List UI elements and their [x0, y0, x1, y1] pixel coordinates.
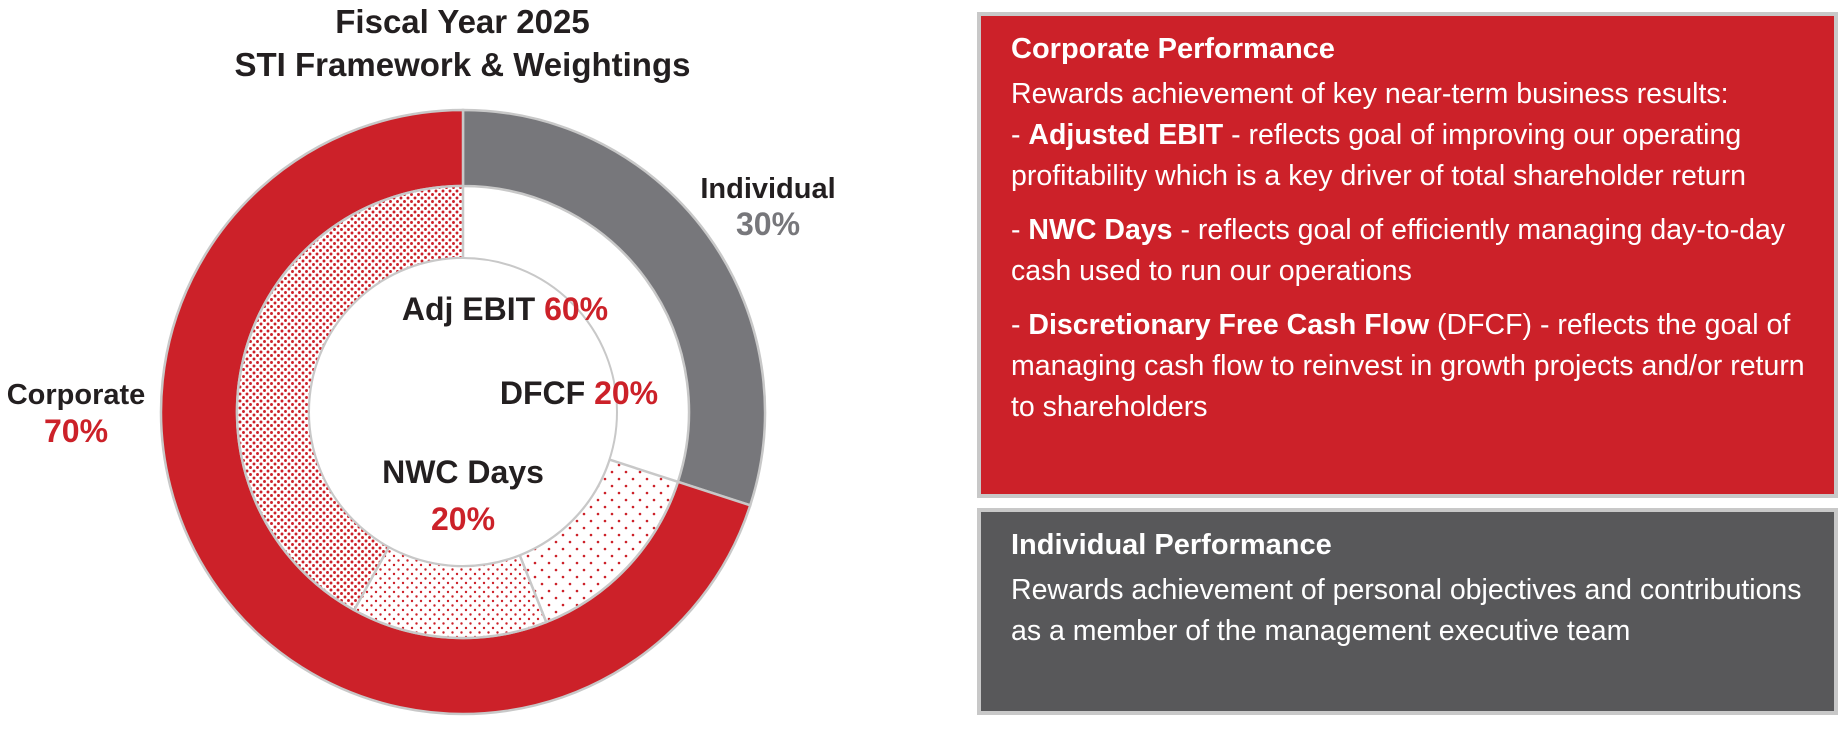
label-corporate-part: Corporate	[7, 379, 146, 411]
bullet-adjusted-ebit: - Adjusted EBIT - reflects goal of impro…	[1011, 115, 1824, 197]
chart-subtitle: STI Framework & Weightings	[234, 46, 691, 83]
label-nwc-days: NWC Days	[382, 454, 544, 490]
inner-ring	[235, 184, 680, 640]
label-dfcf-part: 20%	[594, 375, 658, 411]
bullet-nwc-days: - NWC Days - reflects goal of efficientl…	[1011, 210, 1824, 292]
bullet-dash: -	[1011, 119, 1029, 151]
chart-title-line-1: Fiscal Year 2025	[335, 3, 590, 40]
label-adj-ebit: Adj EBIT 60%	[402, 291, 608, 327]
bullet-term: Adjusted EBIT	[1028, 119, 1224, 151]
label-dfcf-part: DFCF	[500, 375, 594, 411]
bullet-dash: -	[1011, 309, 1029, 341]
value-corporate-part: 70%	[44, 413, 108, 449]
label-corporate: Corporate	[7, 379, 146, 411]
individual-panel-title: Individual Performance	[1011, 529, 1332, 561]
bullet-text: - reflects goal of efficiently managing …	[1011, 214, 1786, 287]
bullet-dfcf: - Discretionary Free Cash Flow (DFCF) - …	[1011, 305, 1824, 428]
label-individual-part: Individual	[700, 173, 835, 205]
corporate-panel-intro: Rewards achievement of key near-term bus…	[1011, 78, 1729, 110]
label-adj-ebit-part: 60%	[544, 291, 608, 327]
value-individual-part: 30%	[736, 206, 800, 242]
bullet-term: Discretionary Free Cash Flow	[1028, 309, 1430, 341]
label-dfcf: DFCF 20%	[500, 375, 658, 411]
bullet-term-suffix: (DFCF)	[1429, 309, 1533, 341]
individual-performance-panel: Individual Performance Rewards achieveme…	[977, 508, 1838, 715]
bullet-text: - reflects goal of improving our operati…	[1011, 119, 1747, 192]
individual-panel-body: Rewards achievement of personal objectiv…	[1011, 574, 1802, 647]
bullet-dash: -	[1011, 214, 1029, 246]
bullet-term: NWC Days	[1028, 214, 1173, 246]
outer-slice-individual	[461, 108, 767, 507]
value-nwc-days-part: 20%	[431, 501, 495, 537]
corporate-performance-panel: Corporate Performance Rewards achievemen…	[977, 12, 1838, 498]
center-hole	[308, 257, 618, 567]
value-corporate: 70%	[44, 413, 108, 449]
bullet-text: - reflects the goal of managing cash flo…	[1011, 309, 1805, 423]
corporate-panel-title: Corporate Performance	[1011, 33, 1335, 65]
label-nwc-days-part: NWC Days	[382, 454, 544, 490]
value-nwc-days: 20%	[431, 501, 495, 537]
label-adj-ebit-part: Adj EBIT	[402, 291, 544, 327]
value-individual: 30%	[736, 206, 800, 242]
chart-title: Fiscal Year 2025 STI Framework & Weighti…	[150, 0, 775, 86]
label-individual: Individual	[700, 173, 835, 205]
